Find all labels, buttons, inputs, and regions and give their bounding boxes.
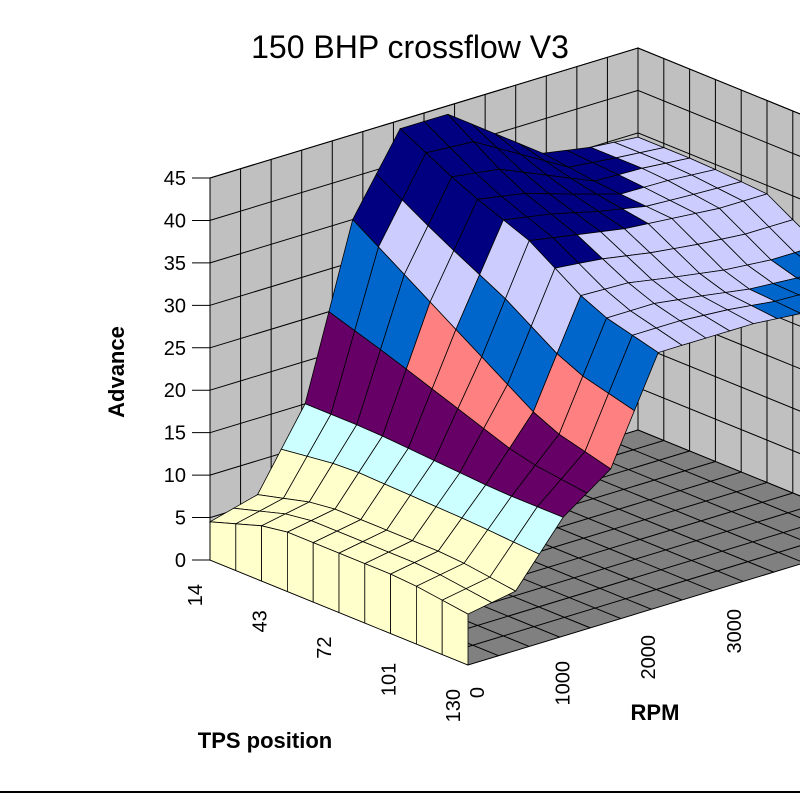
tps-tick-label: 14 bbox=[185, 584, 207, 606]
z-tick-label: 5 bbox=[175, 508, 186, 530]
tps-axis-ticks: 14 43 72 101 130 bbox=[185, 584, 465, 722]
z-axis-ticks: 0 5 10 15 20 25 30 35 40 45 bbox=[164, 168, 211, 572]
tps-tick-label: 130 bbox=[443, 689, 465, 722]
chart-title: 150 BHP crossflow V3 bbox=[251, 29, 569, 65]
surface-front-skirt bbox=[312, 542, 340, 614]
surface-front-skirt bbox=[364, 563, 392, 635]
z-tick-label: 25 bbox=[164, 338, 186, 360]
surface-front-skirt bbox=[235, 523, 263, 582]
surface-front-skirt bbox=[209, 521, 237, 572]
z-tick-label: 10 bbox=[164, 465, 186, 487]
z-axis-label: Advance bbox=[104, 326, 129, 418]
tps-axis-label: TPS position bbox=[198, 728, 332, 753]
surface-front-skirt bbox=[390, 573, 417, 645]
rpm-axis-ticks: 01000200030004000 bbox=[467, 609, 746, 706]
rpm-tick-label: 3000 bbox=[724, 609, 746, 654]
floor-gridline bbox=[416, 526, 800, 645]
floor-gridline bbox=[442, 545, 800, 655]
z-tick-label: 0 bbox=[175, 550, 186, 572]
tps-tick-label: 72 bbox=[314, 637, 336, 659]
bottom-rule bbox=[0, 791, 800, 793]
tps-tick-label: 43 bbox=[250, 610, 272, 632]
surface-front-skirt bbox=[441, 599, 469, 666]
z-gridline bbox=[209, 89, 800, 221]
surface-front-skirt bbox=[338, 552, 366, 624]
rpm-tick-label: 1000 bbox=[553, 661, 575, 706]
rpm-axis-label: RPM bbox=[631, 700, 680, 725]
z-tick-label: 40 bbox=[164, 210, 186, 232]
rpm-tick-label: 0 bbox=[467, 687, 489, 698]
tps-tick-label: 101 bbox=[379, 663, 401, 696]
surface-front-skirt bbox=[261, 525, 288, 593]
z-tick-label: 15 bbox=[164, 423, 186, 445]
z-tick-label: 45 bbox=[164, 168, 186, 190]
z-tick-label: 30 bbox=[164, 295, 186, 317]
rpm-tick-label: 2000 bbox=[638, 635, 660, 680]
z-tick-label: 35 bbox=[164, 253, 186, 275]
surface-front-skirt bbox=[286, 531, 314, 603]
z-gridline bbox=[209, 47, 800, 179]
surface-plot bbox=[208, 113, 800, 666]
z-tick-label: 20 bbox=[164, 380, 186, 402]
